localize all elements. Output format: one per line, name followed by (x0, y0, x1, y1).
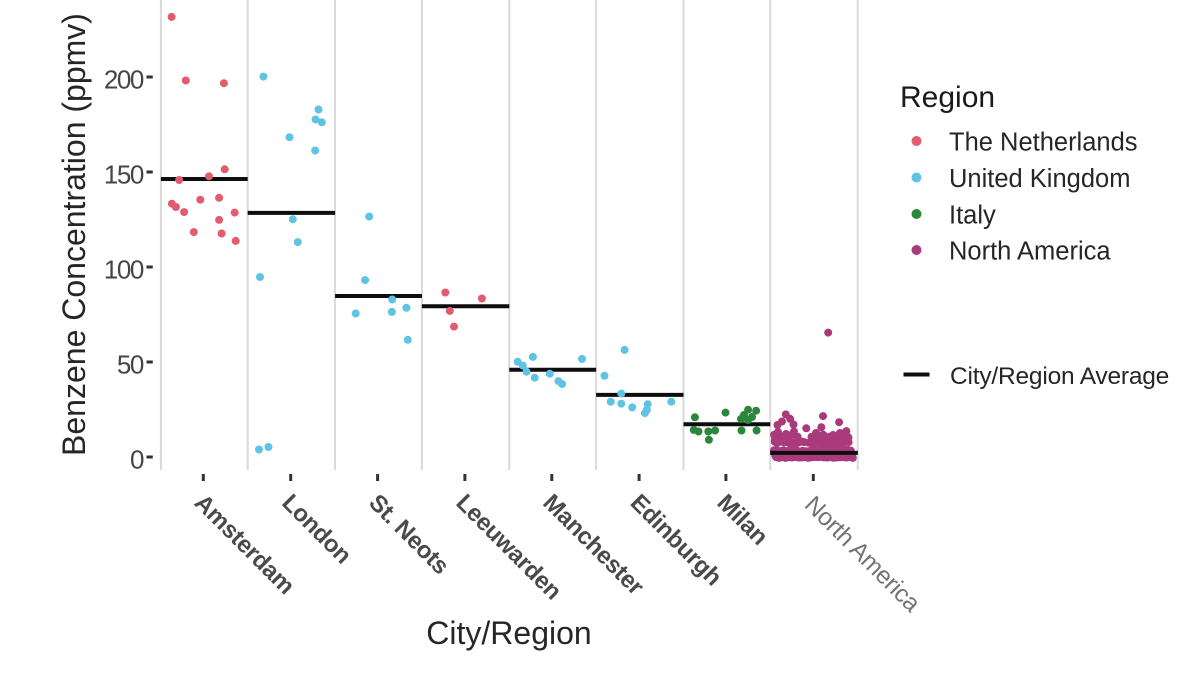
svg-text:200: 200 (104, 65, 144, 95)
svg-text:100: 100 (104, 255, 144, 285)
svg-text:150: 150 (104, 160, 144, 190)
svg-text:City/Region Average: City/Region Average (950, 363, 1169, 390)
svg-text:50: 50 (117, 350, 144, 380)
svg-text:Region: Region (900, 81, 995, 114)
svg-text:Italy: Italy (949, 202, 996, 230)
svg-text:North America: North America (949, 238, 1111, 266)
svg-text:The Netherlands: The Netherlands (949, 129, 1138, 157)
svg-text:United Kingdom: United Kingdom (949, 165, 1130, 193)
svg-text:City/Region: City/Region (426, 615, 591, 651)
svg-text:Benzene Concentration (ppmv): Benzene Concentration (ppmv) (56, 13, 92, 456)
svg-text:0: 0 (130, 445, 144, 475)
